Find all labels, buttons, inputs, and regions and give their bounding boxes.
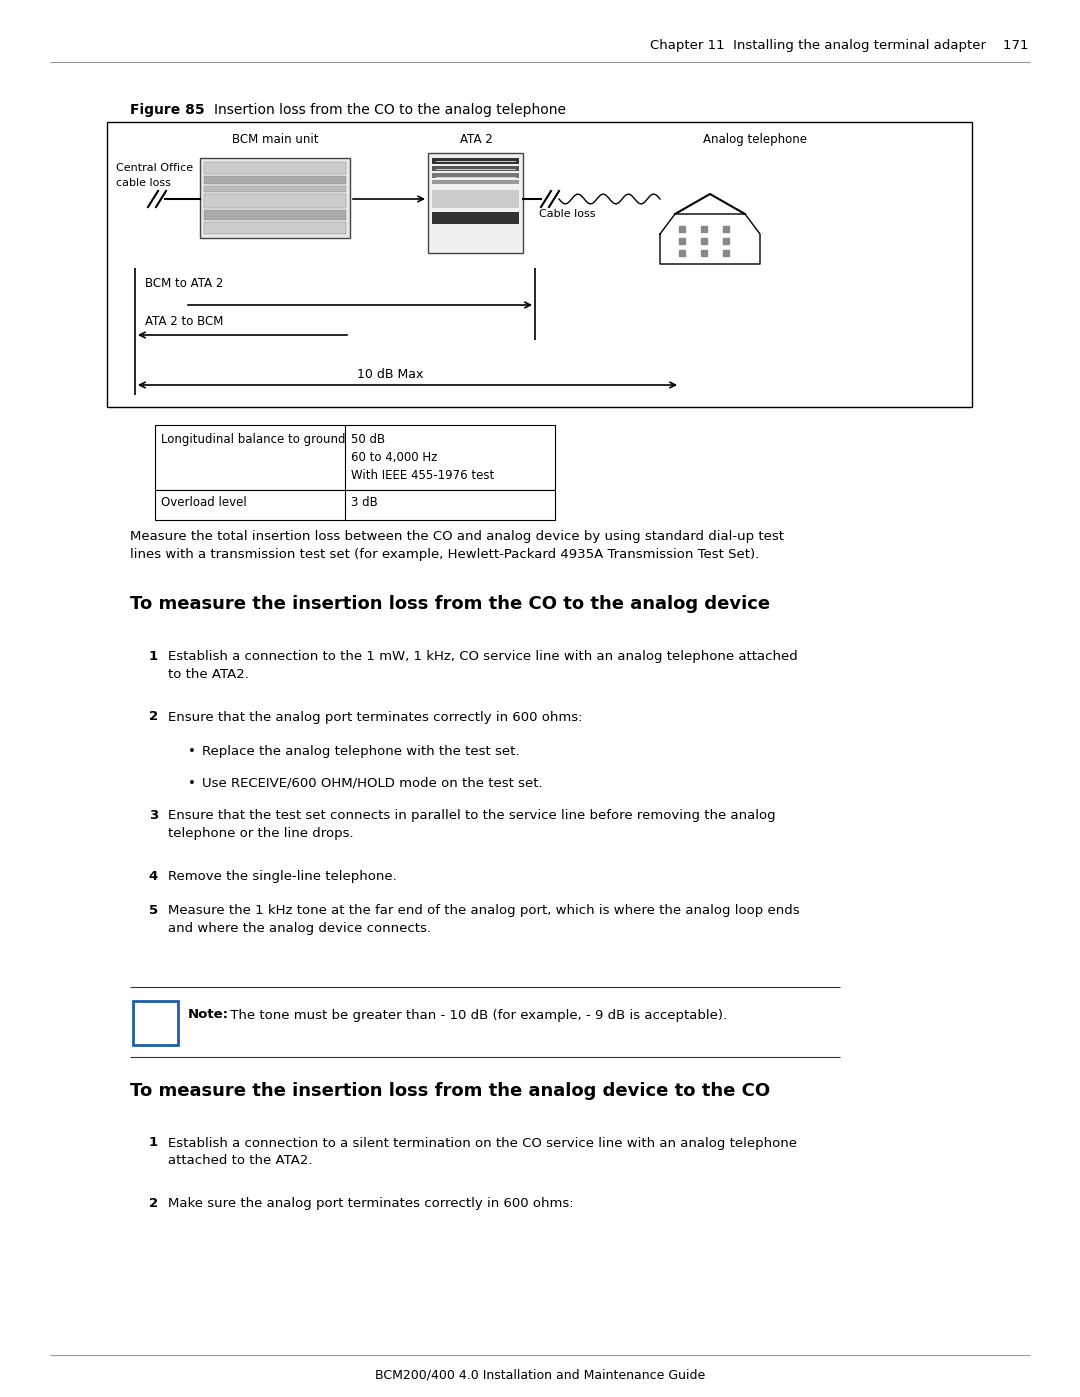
Text: 5: 5 bbox=[149, 904, 158, 916]
Text: Remove the single-line telephone.: Remove the single-line telephone. bbox=[168, 870, 396, 883]
Text: ATA 2 to BCM: ATA 2 to BCM bbox=[145, 314, 224, 328]
Text: •: • bbox=[188, 777, 195, 789]
Text: Note:: Note: bbox=[188, 1009, 229, 1021]
Text: BCM main unit: BCM main unit bbox=[232, 133, 319, 147]
Bar bbox=[432, 166, 519, 170]
Text: Insertion loss from the CO to the analog telephone: Insertion loss from the CO to the analog… bbox=[214, 103, 566, 117]
Text: ATA 2: ATA 2 bbox=[460, 133, 492, 147]
Bar bbox=[432, 212, 519, 224]
Text: Make sure the analog port terminates correctly in 600 ohms:: Make sure the analog port terminates cor… bbox=[168, 1197, 573, 1210]
Text: 1: 1 bbox=[149, 1137, 158, 1150]
Text: To measure the insertion loss from the analog device to the CO: To measure the insertion loss from the a… bbox=[130, 1081, 770, 1099]
Text: Measure the 1 kHz tone at the far end of the analog port, which is where the ana: Measure the 1 kHz tone at the far end of… bbox=[168, 904, 799, 935]
Text: Measure the total insertion loss between the CO and analog device by using stand: Measure the total insertion loss between… bbox=[130, 529, 784, 562]
Text: 4: 4 bbox=[149, 870, 158, 883]
Bar bbox=[204, 176, 346, 184]
Bar bbox=[107, 122, 972, 407]
Text: The tone must be greater than - 10 dB (for example, - 9 dB is acceptable).: The tone must be greater than - 10 dB (f… bbox=[226, 1009, 727, 1021]
Bar bbox=[204, 194, 346, 208]
Text: Cable loss: Cable loss bbox=[539, 210, 595, 219]
Text: Longitudinal balance to ground: Longitudinal balance to ground bbox=[161, 433, 346, 446]
Text: BCM to ATA 2: BCM to ATA 2 bbox=[145, 277, 224, 291]
Text: Analog telephone: Analog telephone bbox=[703, 133, 807, 147]
Text: Figure 85: Figure 85 bbox=[130, 103, 204, 117]
Bar bbox=[432, 158, 519, 163]
Bar bbox=[200, 158, 350, 237]
Text: To measure the insertion loss from the CO to the analog device: To measure the insertion loss from the C… bbox=[130, 595, 770, 613]
Bar bbox=[204, 162, 346, 175]
Text: •: • bbox=[188, 745, 195, 757]
Text: 1: 1 bbox=[149, 650, 158, 664]
Text: Establish a connection to the 1 mW, 1 kHz, CO service line with an analog teleph: Establish a connection to the 1 mW, 1 kH… bbox=[168, 650, 798, 680]
Text: Establish a connection to a silent termination on the CO service line with an an: Establish a connection to a silent termi… bbox=[168, 1137, 797, 1168]
Text: BCM200/400 4.0 Installation and Maintenance Guide: BCM200/400 4.0 Installation and Maintena… bbox=[375, 1368, 705, 1382]
Text: cable loss: cable loss bbox=[116, 177, 171, 189]
Text: Ensure that the test set connects in parallel to the service line before removin: Ensure that the test set connects in par… bbox=[168, 809, 775, 840]
Text: 3: 3 bbox=[149, 809, 158, 823]
Bar bbox=[432, 180, 519, 184]
Text: 2: 2 bbox=[149, 711, 158, 724]
Bar bbox=[156, 490, 555, 520]
Text: Overload level: Overload level bbox=[161, 496, 246, 509]
Text: Use RECEIVE/600 OHM/HOLD mode on the test set.: Use RECEIVE/600 OHM/HOLD mode on the tes… bbox=[202, 777, 542, 789]
Bar bbox=[156, 425, 555, 490]
Text: 10 dB Max: 10 dB Max bbox=[356, 367, 423, 381]
Bar bbox=[204, 186, 346, 191]
Text: Chapter 11  Installing the analog terminal adapter    171: Chapter 11 Installing the analog termina… bbox=[649, 39, 1028, 52]
Bar bbox=[133, 1000, 178, 1045]
Text: 3 dB: 3 dB bbox=[351, 496, 378, 509]
Bar bbox=[204, 210, 346, 219]
Bar bbox=[432, 190, 519, 208]
Text: Replace the analog telephone with the test set.: Replace the analog telephone with the te… bbox=[202, 745, 519, 757]
Bar bbox=[204, 222, 346, 235]
Text: Ensure that the analog port terminates correctly in 600 ohms:: Ensure that the analog port terminates c… bbox=[168, 711, 582, 724]
Bar bbox=[428, 154, 523, 253]
Bar bbox=[432, 173, 519, 177]
Text: 2: 2 bbox=[149, 1197, 158, 1210]
Text: 50 dB
60 to 4,000 Hz
With IEEE 455-1976 test: 50 dB 60 to 4,000 Hz With IEEE 455-1976 … bbox=[351, 433, 495, 482]
Text: Central Office: Central Office bbox=[116, 163, 193, 173]
